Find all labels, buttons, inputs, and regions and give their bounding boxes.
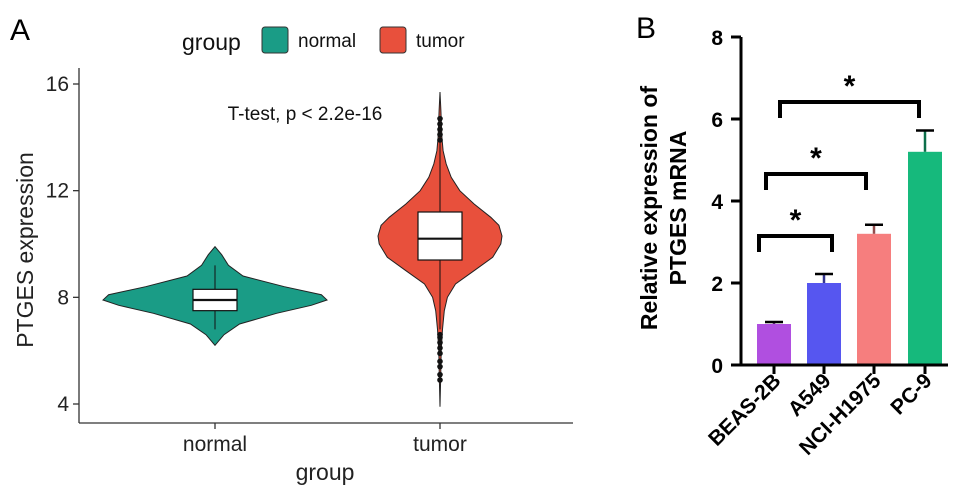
y-ticks-a: 4 8 12 16 <box>46 73 79 416</box>
y-axis-title-b-line1: Relative expression of <box>636 86 662 330</box>
y-tick-label-a: 8 <box>57 286 69 309</box>
y-tick-label-a: 12 <box>46 180 69 203</box>
legend-swatch-tumor <box>379 26 407 54</box>
x-tick-label-a: normal <box>183 433 247 456</box>
significance-bracket <box>764 172 868 190</box>
outlier-point-tumor <box>437 350 443 357</box>
significance-star: * <box>790 204 802 237</box>
outlier-point-tumor <box>437 363 443 370</box>
x-tick-label-a: tumor <box>413 433 467 456</box>
y-tick-label-a: 16 <box>46 73 69 96</box>
violin-plot-a: T-test, p < 2.2e-16 4 8 12 16 normal tumor g… <box>12 68 573 485</box>
bar-NCI-H1975 <box>857 233 891 365</box>
y-tick-label-a: 4 <box>57 393 69 416</box>
panel-a-label: A <box>10 14 30 47</box>
outlier-point-tumor <box>437 121 443 127</box>
y-axis-title-a: PTGES expression <box>12 152 38 348</box>
outlier-point-tumor <box>437 115 443 122</box>
outlier-point-tumor <box>437 371 443 378</box>
bar-group <box>757 129 942 365</box>
bar-A549 <box>807 283 841 365</box>
outlier-point-tumor <box>437 358 443 365</box>
bar-BEAS-2B <box>757 324 791 365</box>
outlier-point-tumor <box>437 339 443 346</box>
legend-swatch-normal <box>261 26 289 54</box>
outlier-point-tumor <box>437 345 443 351</box>
legend-label-tumor: tumor <box>416 31 465 52</box>
outlier-point-tumor <box>437 126 443 133</box>
box-tumor <box>417 211 463 261</box>
ttest-annotation: T-test, p < 2.2e-16 <box>228 104 383 125</box>
significance-bracket <box>757 234 834 252</box>
outlier-point-tumor <box>437 377 443 383</box>
bar-PC-9 <box>908 151 942 365</box>
y-tick-label-b: 4 <box>711 191 723 214</box>
legend-title: group <box>182 29 241 55</box>
y-ticks-b: 0 2 4 6 8 <box>711 27 741 378</box>
x-ticks-a: normal tumor <box>183 423 467 456</box>
x-axis-title-a: group <box>296 459 355 485</box>
significance-brackets: *** <box>757 70 921 252</box>
outlier-point-tumor <box>437 131 443 138</box>
panel-b-label: B <box>636 12 656 45</box>
y-tick-label-b: 6 <box>711 109 723 132</box>
y-axis-title-b-line2: PTGES mRNA <box>665 131 691 286</box>
violin-group <box>102 91 503 407</box>
legend-a: group normal tumor <box>182 26 465 55</box>
y-tick-label-b: 2 <box>711 273 723 296</box>
significance-star: * <box>810 142 822 175</box>
outlier-point-tumor <box>437 331 443 338</box>
outlier-point-tumor <box>437 137 443 143</box>
y-tick-label-b: 0 <box>711 355 723 378</box>
x-tick-label-b: BEAS-2B <box>704 369 785 450</box>
y-tick-label-b: 8 <box>711 27 723 50</box>
significance-bracket <box>778 100 921 118</box>
legend-label-normal: normal <box>298 31 356 52</box>
significance-star: * <box>844 70 856 103</box>
x-tick-label-b: PC-9 <box>886 369 936 419</box>
